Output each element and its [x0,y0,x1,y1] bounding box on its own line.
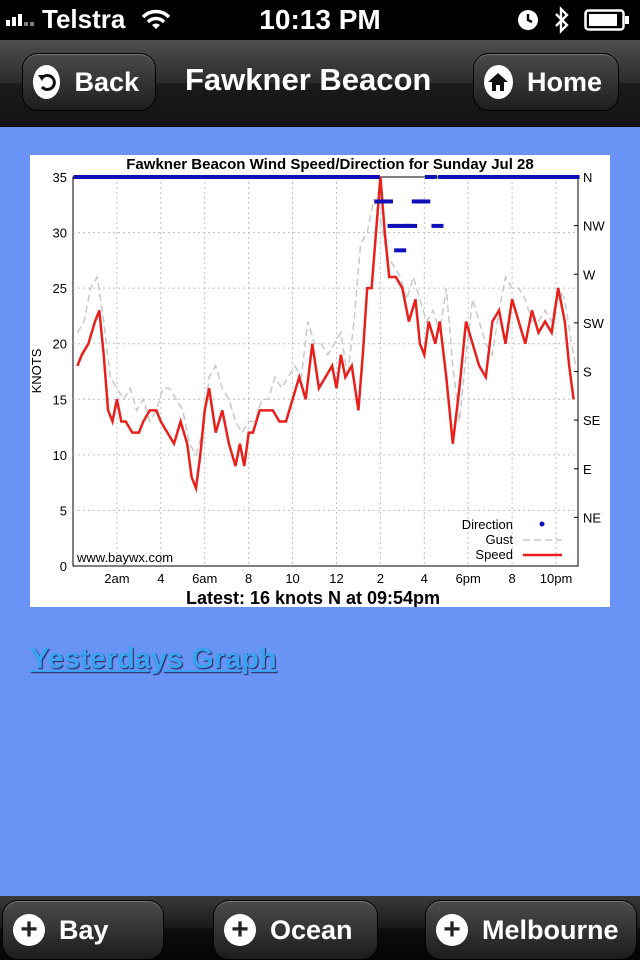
x-tick-label: 2am [104,571,129,586]
battery-icon [584,9,629,31]
y-axis: 0 5 10 15 20 25 30 35 [53,170,67,574]
direction-band [76,175,379,179]
speed-series-line [76,176,575,494]
latest-reading: Latest: 16 knots N at 09:54pm [186,588,440,607]
y-tick-label: 15 [53,392,67,407]
direction-point [405,223,418,228]
navigation-bar: Back Fawkner Beacon Home [0,40,640,127]
direction-tick-label: NE [583,510,601,525]
tab-bay[interactable]: + Bay [2,900,164,960]
direction-band [455,175,576,179]
direction-point [394,248,407,253]
x-tick-label: 6am [192,571,217,586]
x-tick-label: 2 [377,571,384,586]
direction-tick-label: SE [583,413,601,428]
tab-bar: + Bay + Ocean + Melbourne [0,896,640,960]
direction-point [411,199,424,204]
plot-frame [72,176,579,567]
back-label: Back [74,66,139,97]
grid [73,177,578,566]
wind-graph: Fawkner Beacon Wind Speed/Direction for … [29,155,610,608]
direction-tick-label: S [583,365,592,380]
x-tick-label: 4 [421,571,428,586]
direction-point [374,199,387,204]
wifi-icon [142,9,171,29]
carrier-name: Telstra [42,4,126,34]
direction-point [398,223,411,228]
y-tick-label: 35 [53,170,67,185]
legend-direction: Direction [462,517,513,532]
plus-icon: + [13,914,45,946]
page-title: Fawkner Beacon [185,62,432,97]
clock: 10:13 PM [259,4,381,35]
status-bar: Telstra 10:13 PM [0,0,640,40]
alarm-clock-icon [518,10,538,30]
home-button[interactable]: Home [473,53,619,111]
x-tick-label: 10pm [540,571,573,586]
x-tick-label: 8 [245,571,252,586]
direction-point [380,199,393,204]
chart-title: Fawkner Beacon Wind Speed/Direction for … [126,156,533,173]
home-icon [484,65,513,99]
direction-tick-label: N [583,170,592,185]
tab-ocean[interactable]: + Ocean [213,900,378,960]
wind-chart: Fawkner Beacon Wind Speed/Direction for … [29,156,605,608]
x-axis: 2am 4 6am 8 10 12 2 4 6pm 8 10pm [104,571,572,586]
gust-series-line [76,198,577,457]
plus-icon: + [436,914,468,946]
x-tick-label: 8 [509,571,516,586]
legend-speed: Speed [475,547,513,562]
tab-bay-label: Bay [59,914,109,945]
y-tick-label: 10 [53,448,67,463]
watermark: www.baywx.com [76,550,173,565]
direction-point [387,223,400,228]
plus-icon: + [224,914,256,946]
x-tick-label: 12 [329,571,343,586]
y-tick-label: 5 [60,503,67,518]
tab-ocean-label: Ocean [270,914,353,945]
direction-point [418,199,431,204]
direction-point [431,223,444,228]
direction-point [438,175,451,179]
tab-melbourne-label: Melbourne [482,914,619,945]
y-tick-label: 30 [53,226,67,241]
direction-point [424,175,437,179]
y-tick-label: 25 [53,281,67,296]
y-tick-label: 0 [60,559,67,574]
direction-tick-label: E [583,462,592,477]
back-arrow-icon [33,65,61,99]
y-tick-label: 20 [53,337,67,352]
signal-icon [6,13,34,26]
y-axis-label: KNOTS [30,348,44,393]
bluetooth-icon [555,6,569,34]
home-label: Home [526,66,602,97]
x-tick-label: 10 [285,571,299,586]
direction-series [73,175,580,253]
yesterdays-graph-link[interactable]: Yesterdays Graph [30,643,277,675]
direction-axis: N NW W SW S SE E NE [574,170,605,525]
tab-melbourne[interactable]: + Melbourne [425,900,637,960]
back-button[interactable]: Back [22,53,156,111]
direction-tick-label: NW [583,219,605,234]
direction-tick-label: W [583,267,596,282]
carrier: Telstra [6,4,171,35]
x-tick-label: 4 [157,571,164,586]
x-tick-label: 6pm [456,571,481,586]
legend-gust: Gust [486,532,514,547]
direction-point [444,175,457,179]
legend: Direction Gust Speed [462,517,562,562]
legend-direction-marker [539,521,545,527]
direction-tick-label: SW [583,316,605,331]
